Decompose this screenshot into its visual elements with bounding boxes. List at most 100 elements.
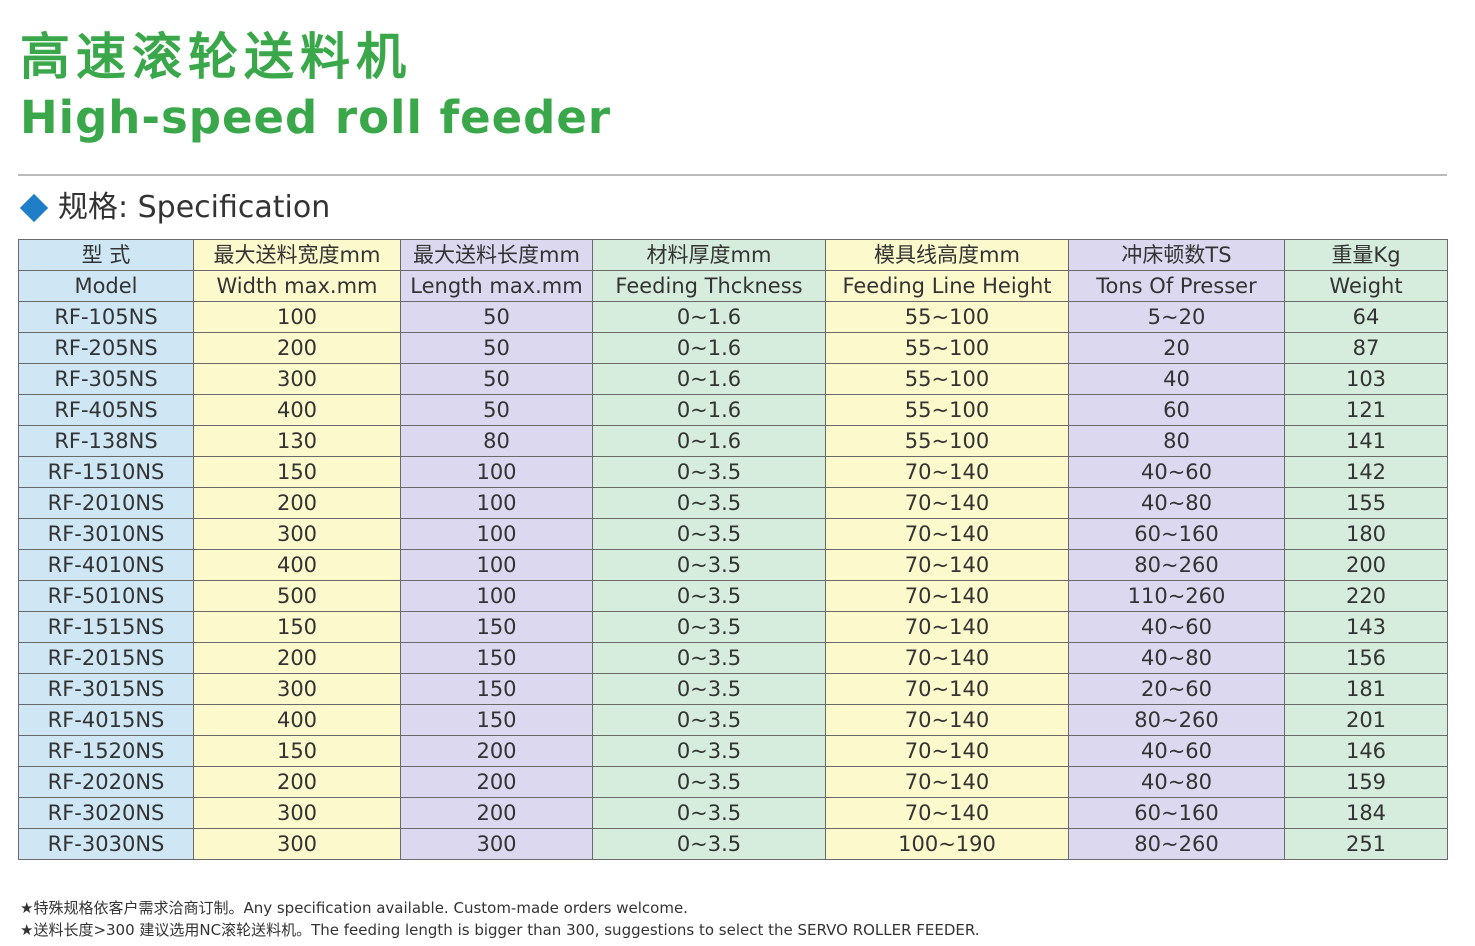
table-cell: 0~1.6 <box>592 301 826 333</box>
table-cell: 400 <box>193 549 401 581</box>
table-cell: 20~60 <box>1068 673 1285 705</box>
table-cell: 146 <box>1284 735 1448 767</box>
table-cell: 70~140 <box>825 735 1069 767</box>
table-cell: 0~3.5 <box>592 642 826 674</box>
table-cell: 70~140 <box>825 642 1069 674</box>
table-cell: 型 式 <box>18 239 194 271</box>
table-cell: 150 <box>193 456 401 488</box>
table-cell: 130 <box>193 425 401 457</box>
table-cell: 0~1.6 <box>592 425 826 457</box>
table-cell: 103 <box>1284 363 1448 395</box>
table-cell: 70~140 <box>825 704 1069 736</box>
table-cell: RF-3015NS <box>18 673 194 705</box>
table-cell: 5~20 <box>1068 301 1285 333</box>
table-cell: 冲床顿数TS <box>1068 239 1285 271</box>
table-cell: 300 <box>193 363 401 395</box>
table-cell: 201 <box>1284 704 1448 736</box>
table-cell: 70~140 <box>825 766 1069 798</box>
table-cell: 100 <box>193 301 401 333</box>
table-cell: 0~3.5 <box>592 518 826 550</box>
table-cell: RF-105NS <box>18 301 194 333</box>
table-cell: 300 <box>193 828 401 860</box>
table-cell: 20 <box>1068 332 1285 364</box>
table-cell: 100 <box>400 518 593 550</box>
table-row: RF-5010NS 500 100 0~3.5 70~140 110~260 220 <box>18 580 1448 612</box>
table-row: Model Width max.mm Length max.mm Feeding Th… <box>18 270 1448 302</box>
table-cell: RF-1515NS <box>18 611 194 643</box>
table-cell: 最大送料长度mm <box>400 239 593 271</box>
table-cell: 200 <box>193 332 401 364</box>
table-cell: 55~100 <box>825 425 1069 457</box>
table-row: RF-4015NS 400 150 0~3.5 70~140 80~260 201 <box>18 704 1448 736</box>
table-cell: 80 <box>1068 425 1285 457</box>
title-en: High-speed roll feeder <box>20 91 612 144</box>
table-row: RF-138NS 130 80 0~1.6 55~100 80 141 <box>18 425 1448 457</box>
spec-table: 型 式最大送料宽度mm 最大送料长度mm 材料厚度mm 模具线高度mm 冲床顿数TS 重量… <box>18 239 1448 860</box>
table-cell: RF-4015NS <box>18 704 194 736</box>
table-cell: 40~60 <box>1068 735 1285 767</box>
table-cell: 50 <box>400 301 593 333</box>
table-cell: RF-1510NS <box>18 456 194 488</box>
table-cell: 60 <box>1068 394 1285 426</box>
table-cell: 100 <box>400 487 593 519</box>
table-cell: 150 <box>400 642 593 674</box>
table-cell: 300 <box>193 518 401 550</box>
table-row: RF-2010NS 200 100 0~3.5 70~140 40~80 155 <box>18 487 1448 519</box>
table-cell: RF-1520NS <box>18 735 194 767</box>
table-cell: 55~100 <box>825 332 1069 364</box>
table-cell: 80~260 <box>1068 704 1285 736</box>
table-cell: RF-5010NS <box>18 580 194 612</box>
table-cell: 200 <box>193 487 401 519</box>
table-row: RF-205NS 200 50 0~1.6 55~100 20 87 <box>18 332 1448 364</box>
table-cell: 70~140 <box>825 673 1069 705</box>
table-cell: 100~190 <box>825 828 1069 860</box>
table-cell: RF-205NS <box>18 332 194 364</box>
table-cell: RF-2010NS <box>18 487 194 519</box>
table-cell: 184 <box>1284 797 1448 829</box>
table-cell: Length max.mm <box>400 270 593 302</box>
table-cell: 200 <box>400 797 593 829</box>
table-cell: 40~80 <box>1068 487 1285 519</box>
table-cell: RF-3010NS <box>18 518 194 550</box>
table-cell: Model <box>18 270 194 302</box>
table-cell: 70~140 <box>825 487 1069 519</box>
table-cell: 最大送料宽度mm <box>193 239 401 271</box>
table-cell: 0~3.5 <box>592 828 826 860</box>
table-cell: 55~100 <box>825 394 1069 426</box>
table-cell: 400 <box>193 394 401 426</box>
table-row: RF-3010NS 300 100 0~3.5 70~140 60~160 180 <box>18 518 1448 550</box>
table-cell: 200 <box>400 735 593 767</box>
table-row: RF-2015NS 200 150 0~3.5 70~140 40~80 156 <box>18 642 1448 674</box>
table-cell: 150 <box>193 611 401 643</box>
table-cell: 0~3.5 <box>592 797 826 829</box>
table-cell: 0~3.5 <box>592 766 826 798</box>
table-cell: 180 <box>1284 518 1448 550</box>
table-cell: Width max.mm <box>193 270 401 302</box>
table-cell: 400 <box>193 704 401 736</box>
table-row: RF-1515NS 150 150 0~3.5 70~140 40~60 143 <box>18 611 1448 643</box>
table-cell: 70~140 <box>825 518 1069 550</box>
table-cell: 70~140 <box>825 456 1069 488</box>
note: ★特殊规格依客户需求洽商订制。Any specification availab… <box>20 899 688 917</box>
table-cell: RF-2020NS <box>18 766 194 798</box>
table-cell: 300 <box>193 673 401 705</box>
table-cell: 60~160 <box>1068 518 1285 550</box>
table-cell: 0~3.5 <box>592 549 826 581</box>
table-cell: 80~260 <box>1068 549 1285 581</box>
table-cell: 500 <box>193 580 401 612</box>
table-cell: 40~60 <box>1068 456 1285 488</box>
table-cell: 0~1.6 <box>592 363 826 395</box>
table-cell: 100 <box>400 580 593 612</box>
table-row: RF-2020NS 200 200 0~3.5 70~140 40~80 159 <box>18 766 1448 798</box>
table-cell: 0~3.5 <box>592 611 826 643</box>
table-cell: 159 <box>1284 766 1448 798</box>
table-cell: 150 <box>400 704 593 736</box>
table-cell: 40~60 <box>1068 611 1285 643</box>
table-cell: 70~140 <box>825 580 1069 612</box>
table-cell: 200 <box>193 766 401 798</box>
note: ★送料长度>300 建议选用NC滚轮送料机。The feeding length… <box>20 921 980 939</box>
table-cell: 121 <box>1284 394 1448 426</box>
table-cell: 模具线高度mm <box>825 239 1069 271</box>
table-cell: 40~80 <box>1068 766 1285 798</box>
